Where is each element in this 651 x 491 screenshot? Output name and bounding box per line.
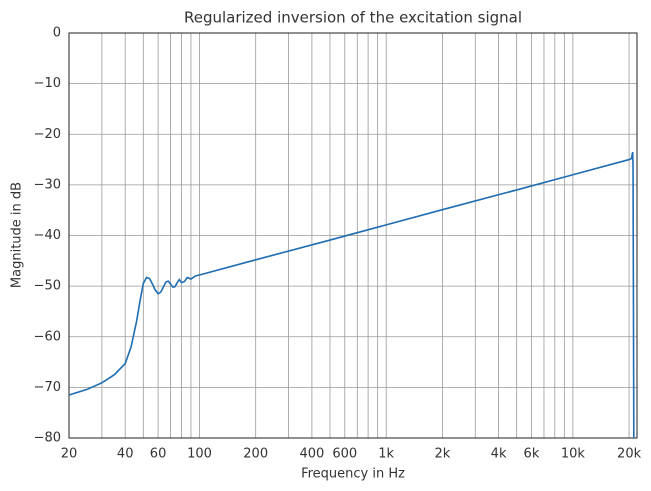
y-tick-label: −80 xyxy=(34,431,61,446)
y-tick-label: −30 xyxy=(34,177,61,192)
x-tick-label: 1k xyxy=(378,447,394,462)
y-axis-label: Magnitude in dB xyxy=(10,182,25,288)
x-tick-label: 100 xyxy=(187,447,212,462)
x-tick-label: 60 xyxy=(150,447,167,462)
x-tick-label: 20 xyxy=(61,447,78,462)
y-tick-label: −10 xyxy=(34,76,61,91)
x-tick-label: 6k xyxy=(524,447,540,462)
chart-title: Regularized inversion of the excitation … xyxy=(184,9,522,27)
y-tick-label: −50 xyxy=(34,279,61,294)
x-tick-label: 400 xyxy=(299,447,324,462)
y-tick-label: 0 xyxy=(53,26,61,41)
data-line xyxy=(69,151,635,438)
x-axis-label: Frequency in Hz xyxy=(301,467,405,482)
y-tick-label: −60 xyxy=(34,329,61,344)
x-tick-label: 4k xyxy=(491,447,507,462)
x-tick-label: 10k xyxy=(561,447,586,462)
y-tick-label: −70 xyxy=(34,380,61,395)
x-tick-label: 2k xyxy=(434,447,450,462)
plot-frame xyxy=(68,32,638,439)
x-tick-label: 600 xyxy=(332,447,357,462)
y-tick-label: −20 xyxy=(34,127,61,142)
x-tick-label: 200 xyxy=(243,447,268,462)
x-tick-label: 40 xyxy=(117,447,134,462)
y-tick-label: −40 xyxy=(34,228,61,243)
x-tick-label: 20k xyxy=(617,447,642,462)
